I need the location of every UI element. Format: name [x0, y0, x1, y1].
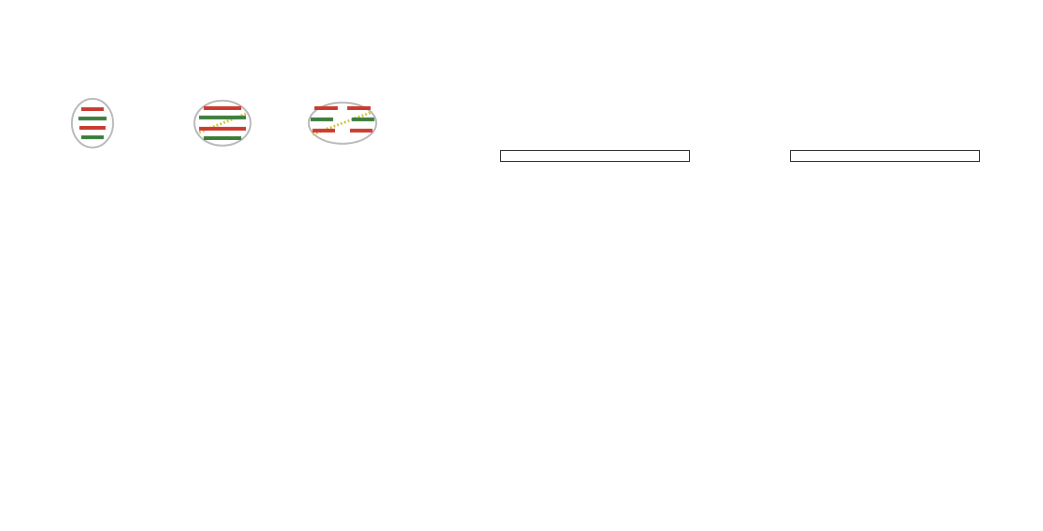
panel-a-chart [60, 195, 400, 455]
helix-optimal-icon [185, 95, 260, 150]
panel-b-right-chart [800, 195, 1010, 455]
panel-b-right-colorbar [790, 150, 990, 180]
helix-wide-icon [305, 95, 380, 150]
helix-narrow-icon [55, 95, 130, 150]
panel-b-left-chart [510, 195, 720, 455]
panel-b-left-colorbar [500, 150, 700, 180]
